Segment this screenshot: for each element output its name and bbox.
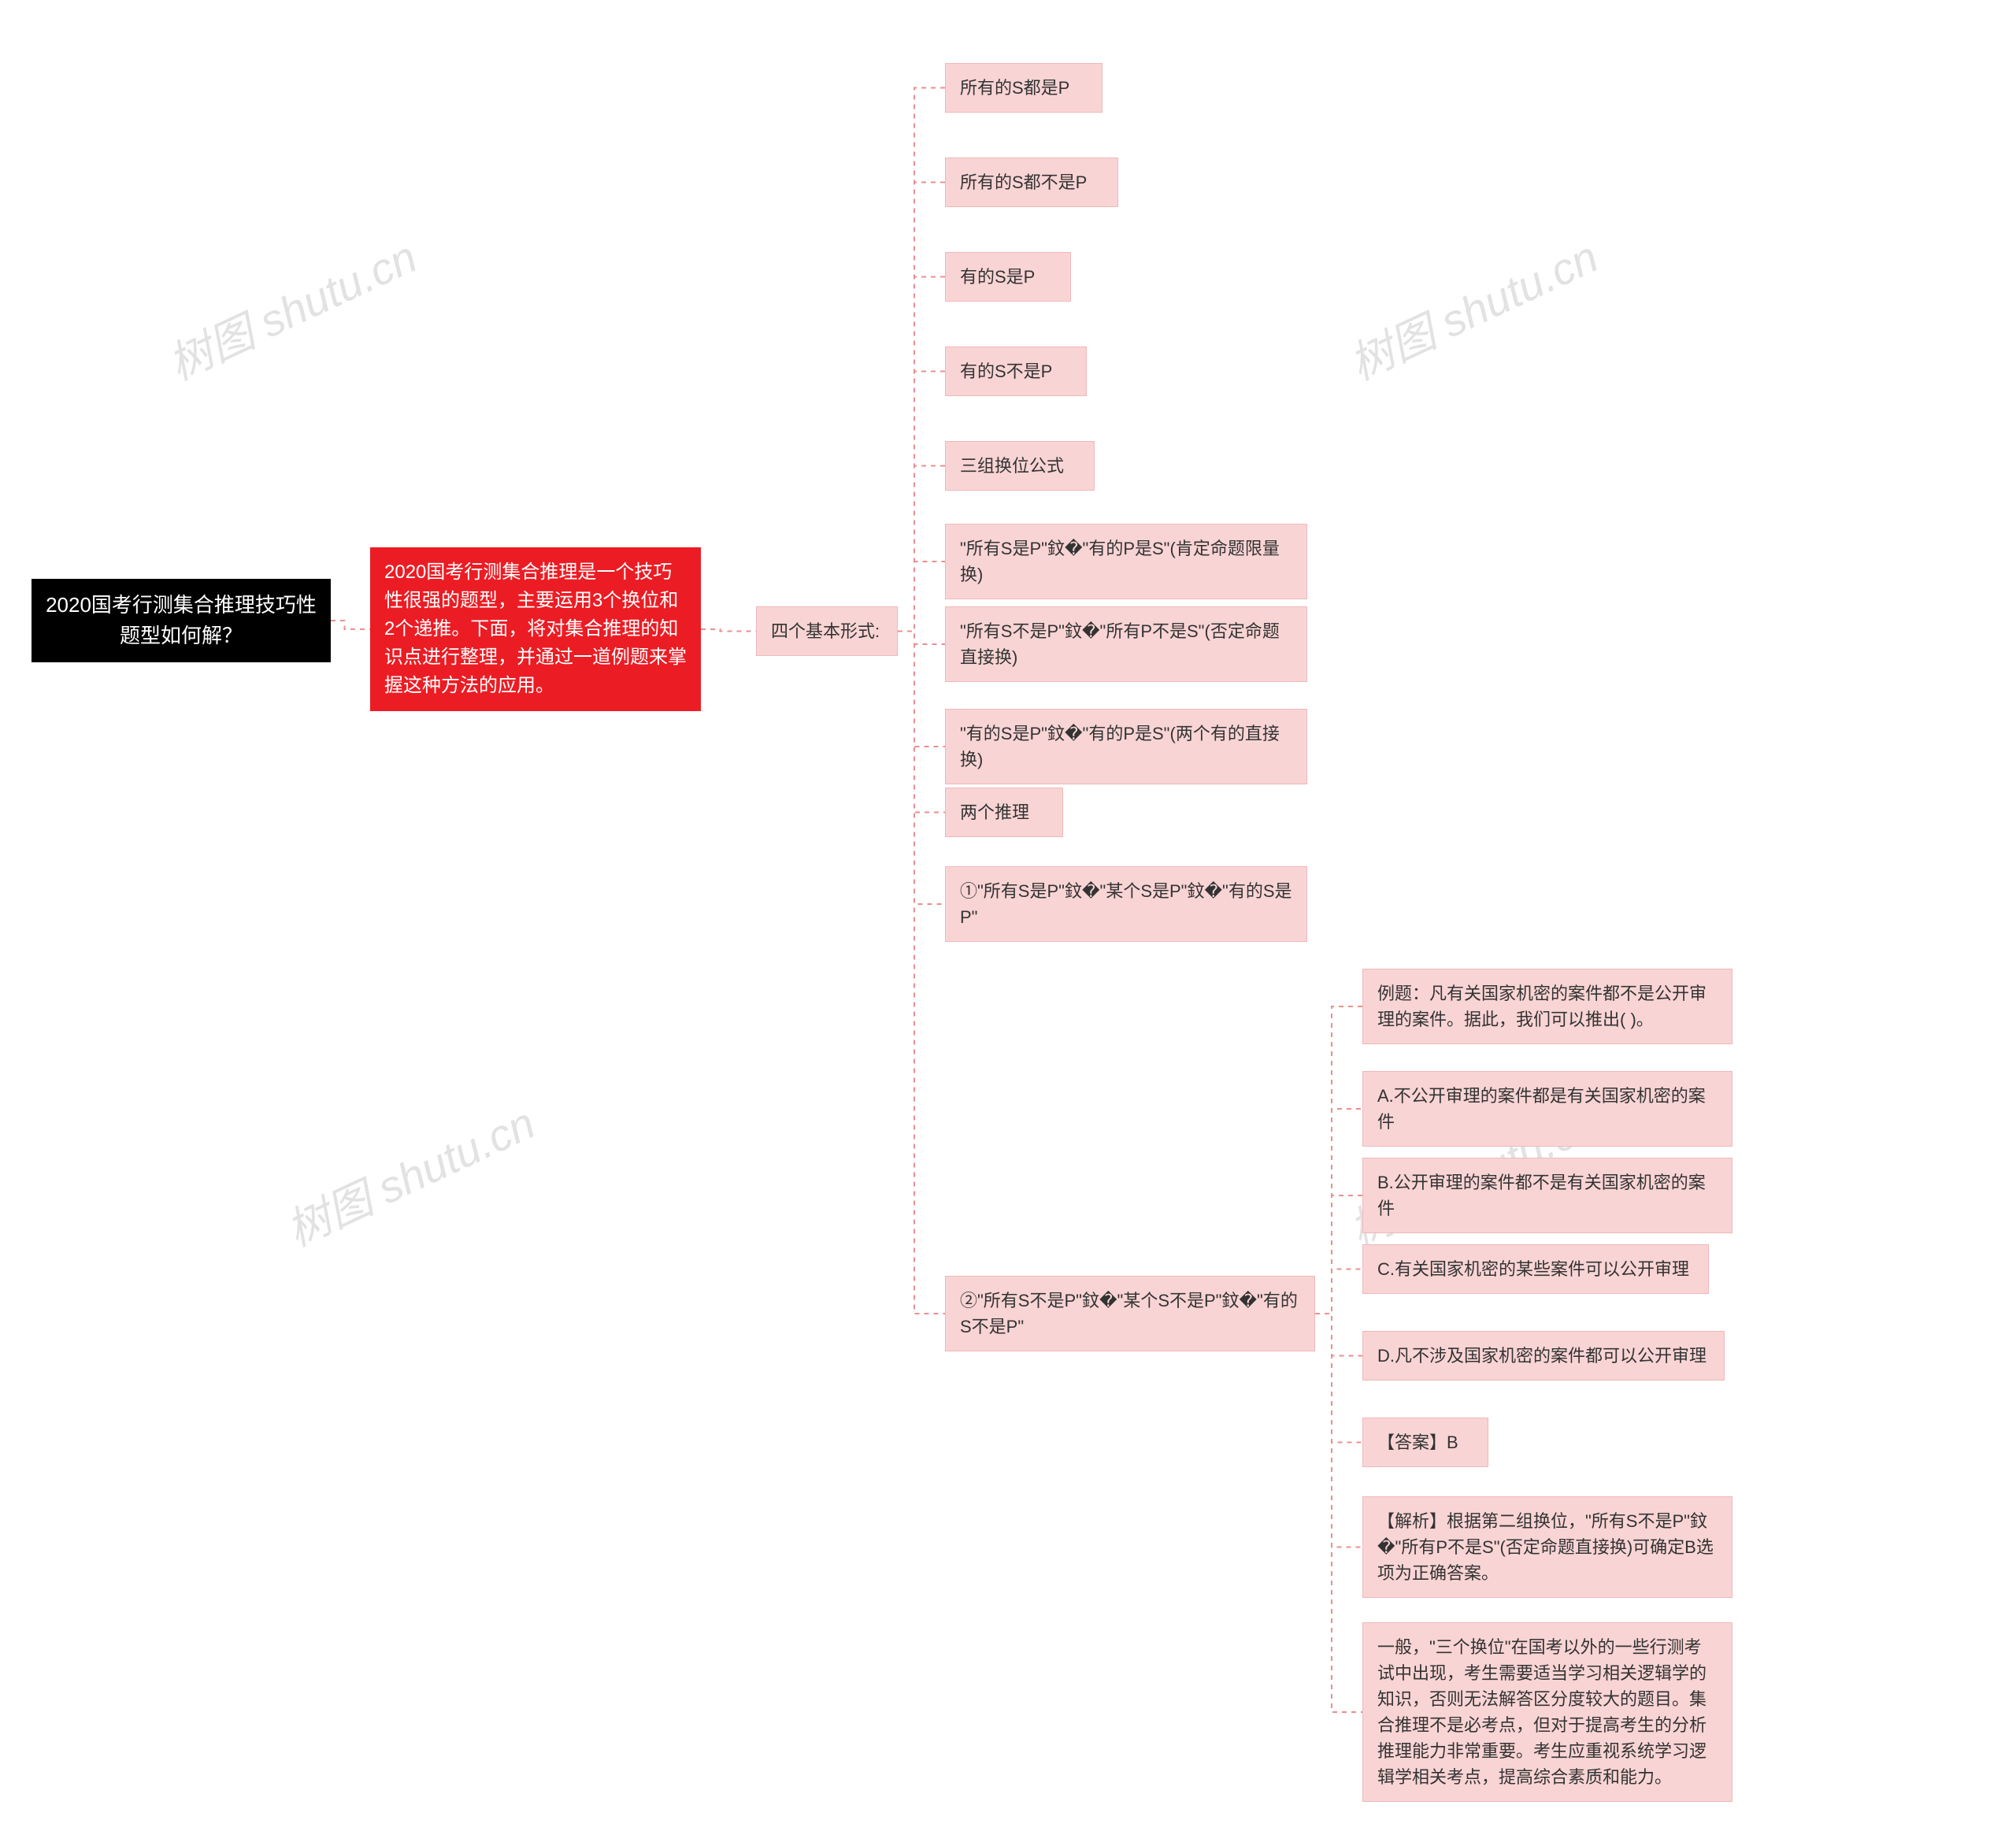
leaf-node[interactable]: "所有S不是P"鈫�"所有P不是S"(否定命题直接换) (945, 606, 1307, 682)
leaf-node[interactable]: 有的S是P (945, 252, 1071, 302)
leaf-node[interactable]: 【解析】根据第二组换位，"所有S不是P"鈫�"所有P不是S"(否定命题直接换)可… (1362, 1496, 1732, 1598)
leaf-node[interactable]: "所有S是P"鈫�"有的P是S"(肯定命题限量换) (945, 524, 1307, 599)
mindmap-canvas: 树图 shutu.cn树图 shutu.cn树图 shutu.cn树图 shut… (0, 0, 2016, 1831)
leaf-node[interactable]: "有的S是P"鈫�"有的P是S"(两个有的直接换) (945, 709, 1307, 784)
leaf-node[interactable]: 三组换位公式 (945, 441, 1095, 491)
watermark: 树图 shutu.cn (1338, 222, 1607, 393)
leaf-node[interactable]: B.公开审理的案件都不是有关国家机密的案件 (1362, 1158, 1732, 1233)
intro-node[interactable]: 2020国考行测集合推理是一个技巧性很强的题型，主要运用3个换位和2个递推。下面… (370, 547, 701, 711)
leaf-node[interactable]: 【答案】B (1362, 1418, 1488, 1467)
category-node[interactable]: 四个基本形式: (756, 606, 898, 656)
leaf-node[interactable]: 有的S不是P (945, 347, 1087, 396)
watermark: 树图 shutu.cn (275, 1088, 544, 1259)
leaf-node[interactable]: 所有的S都是P (945, 63, 1102, 113)
leaf-node[interactable]: ①"所有S是P"鈫�"某个S是P"鈫�"有的S是P" (945, 866, 1307, 942)
leaf-node[interactable]: 两个推理 (945, 788, 1063, 837)
leaf-node[interactable]: A.不公开审理的案件都是有关国家机密的案件 (1362, 1071, 1732, 1147)
leaf-node[interactable]: 例题：凡有关国家机密的案件都不是公开审理的案件。据此，我们可以推出( )。 (1362, 969, 1732, 1044)
leaf-node[interactable]: 一般，"三个换位"在国考以外的一些行测考试中出现，考生需要适当学习相关逻辑学的知… (1362, 1622, 1732, 1802)
leaf-node-b[interactable]: ②"所有S不是P"鈫�"某个S不是P"鈫�"有的S不是P" (945, 1276, 1315, 1351)
leaf-node[interactable]: C.有关国家机密的某些案件可以公开审理 (1362, 1244, 1709, 1294)
leaf-node[interactable]: D.凡不涉及国家机密的案件都可以公开审理 (1362, 1331, 1725, 1381)
root-node[interactable]: 2020国考行测集合推理技巧性题型如何解？ (32, 579, 331, 662)
watermark: 树图 shutu.cn (157, 222, 426, 393)
leaf-node[interactable]: 所有的S都不是P (945, 158, 1118, 207)
